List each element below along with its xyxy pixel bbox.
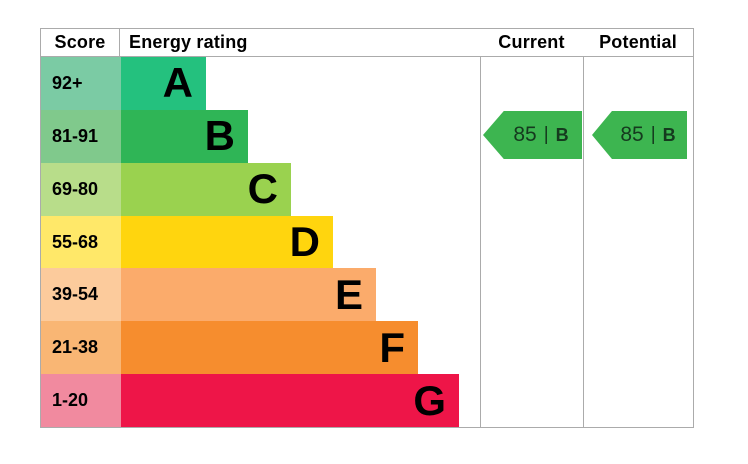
- current-column-header: Current: [498, 32, 565, 52]
- score-range-label: 55-68: [52, 231, 99, 252]
- band-bar-d: D: [121, 215, 333, 269]
- potential-rating-letter: B: [662, 124, 676, 145]
- band-bar-a: A: [121, 57, 206, 110]
- table-header-row: Score Energy rating Current Potential: [41, 29, 693, 57]
- epc-rating-table: Score Energy rating Current Potential 92…: [40, 28, 694, 428]
- energy-band-row-f: 21-38 F: [41, 321, 693, 375]
- score-range-cell: 69-80: [41, 162, 121, 216]
- score-range-cell: 55-68: [41, 215, 121, 269]
- score-range-label: 39-54: [52, 284, 99, 305]
- potential-column-header: Potential: [599, 32, 677, 52]
- score-range-cell: 21-38: [41, 321, 121, 375]
- score-range-cell: 92+: [41, 57, 121, 110]
- band-letter: B: [204, 112, 235, 160]
- energy-rating-column-header: Energy rating: [129, 32, 248, 52]
- band-bar-g: G: [121, 374, 459, 428]
- energy-band-row-e: 39-54 E: [41, 268, 693, 322]
- potential-rating-separator: |: [650, 124, 656, 145]
- score-range-label: 81-91: [52, 125, 99, 146]
- band-bar-b: B: [121, 109, 248, 163]
- score-range-cell: 39-54: [41, 268, 121, 322]
- score-range-label: 92+: [52, 72, 83, 93]
- energy-band-row-b: 81-91 B: [41, 109, 693, 163]
- band-letter: E: [334, 270, 363, 318]
- score-range-cell: 1-20: [41, 374, 121, 428]
- score-column-header: Score: [41, 29, 120, 56]
- energy-band-row-g: 1-20 G: [41, 374, 693, 428]
- score-range-label: 1-20: [52, 390, 89, 411]
- score-range-cell: 81-91: [41, 109, 121, 163]
- energy-band-rows: 92+ A 81-91 B 69-80 C 55-68 D 39-54 E 21-38 F 1-20 G: [41, 57, 693, 428]
- current-rating-arrow: 85 | B: [483, 111, 582, 159]
- band-bar-c: C: [121, 162, 291, 216]
- energy-current-divider: [480, 29, 481, 427]
- current-rating-letter: B: [555, 124, 569, 145]
- current-rating-separator: |: [543, 124, 549, 145]
- band-letter: A: [162, 59, 193, 107]
- score-range-label: 69-80: [52, 178, 99, 199]
- energy-band-row-c: 69-80 C: [41, 162, 693, 216]
- band-letter: D: [289, 218, 320, 265]
- band-bar-e: E: [121, 268, 376, 322]
- score-range-label: 21-38: [52, 337, 99, 358]
- current-potential-divider: [583, 29, 584, 427]
- energy-band-row-d: 55-68 D: [41, 215, 693, 269]
- energy-band-row-a: 92+ A: [41, 57, 693, 110]
- current-rating-value: 85: [513, 123, 537, 146]
- band-letter: F: [379, 323, 405, 371]
- band-letter: G: [413, 376, 446, 424]
- potential-rating-arrow: 85 | B: [592, 111, 687, 159]
- potential-rating-value: 85: [620, 123, 644, 146]
- band-bar-f: F: [121, 321, 418, 375]
- band-letter: C: [247, 165, 278, 213]
